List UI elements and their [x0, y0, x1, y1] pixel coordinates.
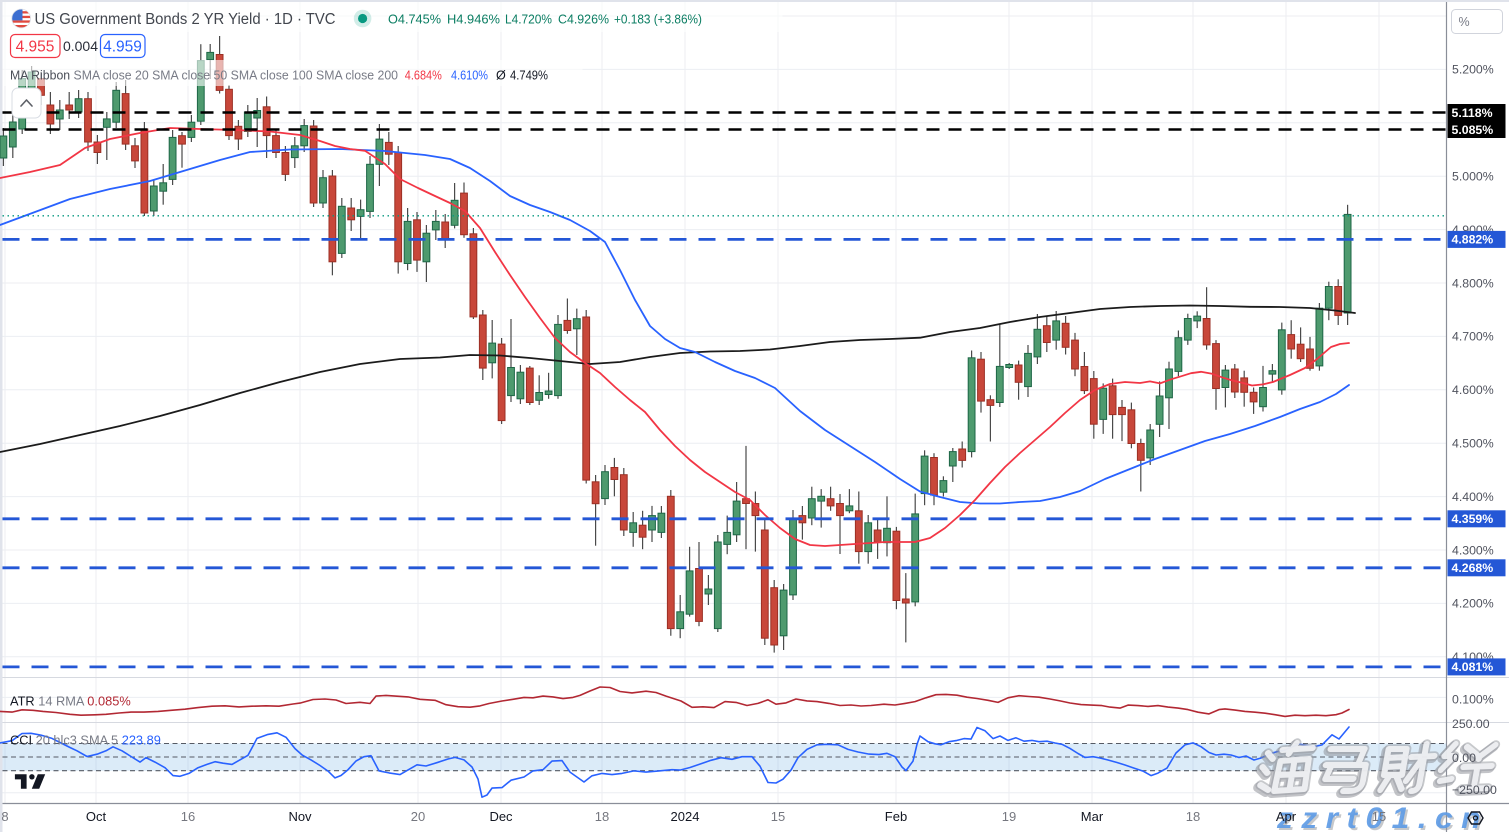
svg-text:zzrt01.cn: zzrt01.cn: [1276, 802, 1489, 832]
svg-text:5.085%: 5.085%: [1452, 123, 1494, 137]
svg-text:5.000%: 5.000%: [1452, 170, 1494, 184]
svg-text:2024: 2024: [671, 809, 700, 824]
svg-text:4.400%: 4.400%: [1452, 490, 1494, 504]
svg-text:L4.720%: L4.720%: [505, 12, 552, 27]
svg-text:%: %: [1459, 15, 1470, 29]
svg-text:4.882%: 4.882%: [1452, 233, 1494, 247]
svg-text:C4.926%: C4.926%: [558, 12, 609, 27]
svg-text:18: 18: [1186, 809, 1200, 824]
svg-text:0.004: 0.004: [63, 38, 98, 54]
svg-text:0.100%: 0.100%: [1452, 693, 1494, 707]
svg-text:Ø: Ø: [496, 69, 506, 83]
svg-text:15: 15: [1372, 809, 1386, 824]
svg-text:Nov: Nov: [288, 809, 312, 824]
svg-text:US Government Bonds 2 YR Yield: US Government Bonds 2 YR Yield · 1D · TV…: [35, 11, 336, 28]
svg-text:+0.183 (+3.86%): +0.183 (+3.86%): [614, 12, 702, 27]
svg-text:8: 8: [1, 809, 8, 824]
svg-text:4.955: 4.955: [16, 39, 55, 56]
svg-text:4.700%: 4.700%: [1452, 330, 1494, 344]
svg-text:4.081%: 4.081%: [1452, 660, 1494, 674]
svg-text:Mar: Mar: [1081, 809, 1104, 824]
svg-text:19: 19: [1002, 809, 1016, 824]
svg-text:H4.946%: H4.946%: [447, 12, 500, 27]
svg-text:Apr: Apr: [1276, 809, 1297, 824]
svg-text:16: 16: [181, 809, 195, 824]
svg-text:4.500%: 4.500%: [1452, 437, 1494, 451]
svg-text:4.959: 4.959: [103, 39, 142, 56]
svg-text:O4.745%: O4.745%: [388, 12, 441, 27]
svg-text:4.300%: 4.300%: [1452, 543, 1494, 557]
svg-text:0.00: 0.00: [1452, 751, 1476, 765]
svg-text:4.359%: 4.359%: [1452, 512, 1494, 526]
svg-text:ATR 14 RMA 0.085%: ATR 14 RMA 0.085%: [10, 694, 131, 709]
svg-text:Feb: Feb: [885, 809, 907, 824]
svg-text:18: 18: [595, 809, 609, 824]
svg-text:4.684%: 4.684%: [405, 69, 442, 83]
svg-text:250.00: 250.00: [1452, 717, 1490, 731]
svg-text:CCI 20 hlc3 SMA 5 223.89: CCI 20 hlc3 SMA 5 223.89: [10, 733, 161, 748]
svg-text:Dec: Dec: [489, 809, 513, 824]
svg-text:MA Ribbon SMA close 20 SMA clo: MA Ribbon SMA close 20 SMA close 50 SMA …: [10, 69, 398, 83]
svg-text:4.600%: 4.600%: [1452, 383, 1494, 397]
svg-text:4.610%: 4.610%: [451, 69, 488, 83]
svg-text:15: 15: [771, 809, 785, 824]
svg-text:5.200%: 5.200%: [1452, 63, 1494, 77]
svg-text:Oct: Oct: [86, 809, 107, 824]
svg-text:20: 20: [411, 809, 425, 824]
svg-text:−250.00: −250.00: [1452, 783, 1497, 797]
svg-text:4.268%: 4.268%: [1452, 561, 1494, 575]
svg-text:4.800%: 4.800%: [1452, 276, 1494, 290]
svg-text:4.749%: 4.749%: [510, 69, 548, 83]
svg-text:4.200%: 4.200%: [1452, 597, 1494, 611]
svg-text:5.118%: 5.118%: [1452, 106, 1493, 120]
